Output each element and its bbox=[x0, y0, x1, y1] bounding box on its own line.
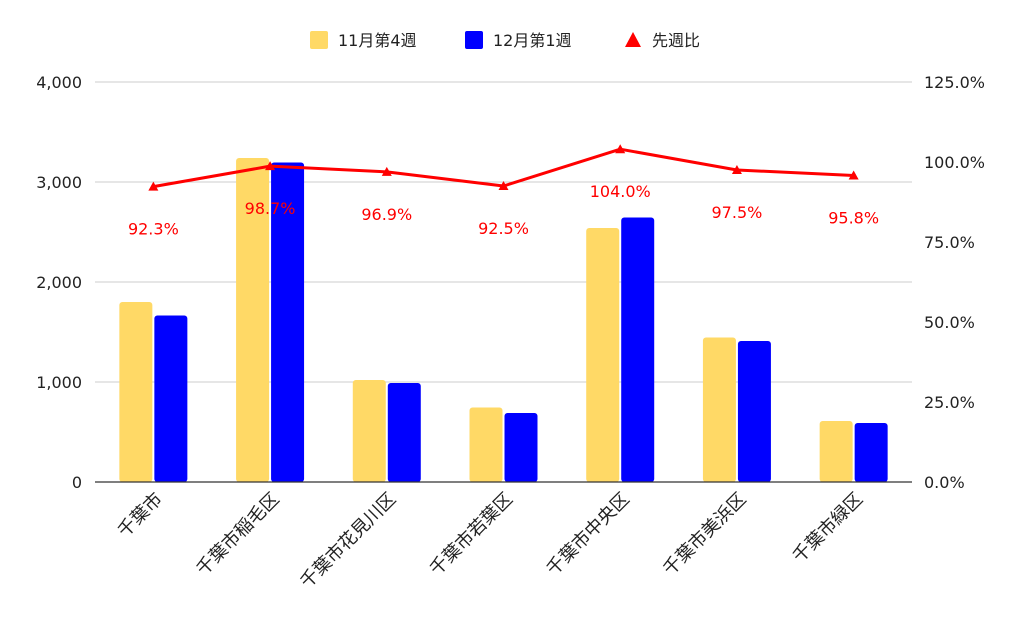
left-tick-label: 4,000 bbox=[36, 73, 82, 92]
right-tick-label: 0.0% bbox=[924, 473, 965, 492]
ratio-marker bbox=[615, 144, 626, 154]
category-label: 千葉市緑区 bbox=[789, 489, 867, 567]
ratio-marker bbox=[498, 181, 509, 190]
bar-dec-week1 bbox=[621, 217, 655, 482]
left-tick-label: 3,000 bbox=[36, 173, 82, 192]
category-label: 千葉市若葉区 bbox=[426, 489, 517, 580]
ratio-data-label: 98.7% bbox=[245, 199, 296, 218]
bar-nov-week4 bbox=[702, 337, 736, 482]
legend-swatch bbox=[310, 31, 328, 49]
bar-dec-week1 bbox=[737, 341, 771, 482]
left-tick-label: 1,000 bbox=[36, 373, 82, 392]
bars bbox=[119, 158, 888, 482]
bar-nov-week4 bbox=[819, 421, 853, 482]
bar-dec-week1 bbox=[854, 423, 888, 482]
ratio-data-label: 92.5% bbox=[478, 219, 529, 238]
bar-nov-week4 bbox=[352, 380, 386, 482]
right-tick-label: 100.0% bbox=[924, 153, 985, 172]
ratio-line-series: 92.3% 98.7% 96.9% 92.5% 104.0% 97.5% 95.8% bbox=[128, 144, 879, 239]
ratio-marker bbox=[731, 165, 742, 174]
bar-dec-week1 bbox=[271, 162, 305, 482]
left-axis-ticks: 0 1,000 2,000 3,000 4,000 bbox=[36, 73, 82, 492]
category-label: 千葉市 bbox=[114, 489, 167, 542]
ratio-marker bbox=[148, 181, 159, 191]
ratio-data-label: 92.3% bbox=[128, 220, 179, 239]
category-label: 千葉市花見川区 bbox=[296, 489, 400, 593]
legend-label: 先週比 bbox=[652, 31, 700, 50]
bar-nov-week4 bbox=[236, 158, 270, 482]
left-tick-label: 2,000 bbox=[36, 273, 82, 292]
right-tick-label: 50.0% bbox=[924, 313, 975, 332]
ratio-marker bbox=[381, 166, 392, 176]
bar-nov-week4 bbox=[586, 228, 620, 482]
bar-nov-week4 bbox=[119, 302, 153, 482]
legend-label: 12月第1週 bbox=[493, 31, 572, 50]
ratio-data-label: 97.5% bbox=[712, 203, 763, 222]
category-label: 千葉市美浜区 bbox=[659, 489, 750, 580]
ratio-marker bbox=[265, 161, 276, 171]
bar-dec-week1 bbox=[504, 413, 538, 482]
ratio-data-label: 104.0% bbox=[590, 182, 651, 201]
legend-triangle-icon bbox=[625, 32, 641, 47]
ratio-data-label: 95.8% bbox=[828, 208, 879, 227]
legend-label: 11月第4週 bbox=[338, 31, 417, 50]
right-tick-label: 25.0% bbox=[924, 393, 975, 412]
right-axis-ticks: 0.0% 25.0% 50.0% 75.0% 100.0% 125.0% bbox=[924, 73, 985, 492]
category-label: 千葉市稲毛区 bbox=[192, 489, 283, 580]
bar-nov-week4 bbox=[469, 407, 503, 482]
category-labels: 千葉市 千葉市稲毛区 千葉市花見川区 千葉市若葉区 千葉市中央区 千葉市美浜区 千葉市緑区 bbox=[114, 489, 867, 593]
bar-dec-week1 bbox=[387, 383, 421, 482]
right-tick-label: 75.0% bbox=[924, 233, 975, 252]
left-tick-label: 0 bbox=[72, 473, 82, 492]
ratio-marker bbox=[848, 170, 859, 180]
category-label: 千葉市中央区 bbox=[543, 489, 634, 580]
legend: 11月第4週 12月第1週 先週比 bbox=[310, 31, 700, 50]
right-tick-label: 125.0% bbox=[924, 73, 985, 92]
legend-swatch bbox=[465, 31, 483, 49]
ratio-data-label: 96.9% bbox=[361, 205, 412, 224]
bar-dec-week1 bbox=[154, 315, 188, 482]
